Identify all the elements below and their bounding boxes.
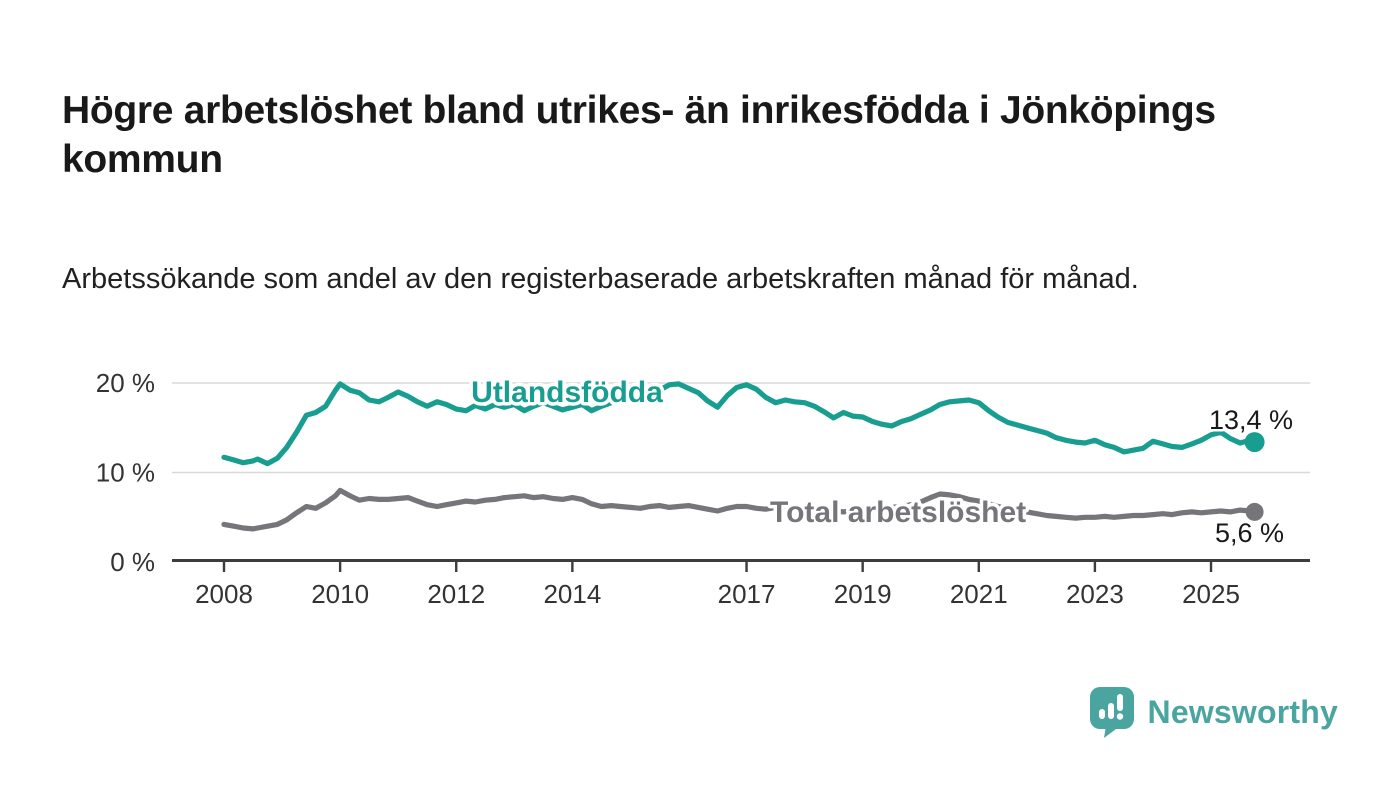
x-axis-tick-label: 2010 — [311, 579, 369, 609]
series-utlandsfodda — [221, 381, 1258, 467]
x-axis-ticks — [222, 562, 1213, 572]
brand-name: Newsworthy — [1147, 693, 1338, 730]
series-label-total-arbetsloshet: Total arbetslöshet — [770, 496, 1026, 529]
series-end-dot — [1245, 502, 1264, 521]
series-end-dots — [1244, 432, 1265, 521]
y-axis-tick-label: 0 % — [110, 547, 155, 577]
x-axis-tick-label: 2008 — [195, 579, 253, 609]
y-axis-tick-label: 20 % — [96, 368, 155, 398]
series-label-utlandsfodda: Utlandsfödda — [471, 376, 663, 409]
newsworthy-logo-icon — [1089, 687, 1134, 738]
x-axis-tick-label: 2023 — [1066, 579, 1124, 609]
x-axis-tick-label: 2019 — [834, 579, 892, 609]
y-axis-tick-label: 10 % — [96, 458, 155, 488]
series-end-dot — [1244, 432, 1265, 453]
gridlines — [172, 382, 1310, 474]
x-axis-tick-labels: 2008 2010 2012 2014 2017 2019 2021 2023 2025 — [195, 579, 1240, 609]
page-title: Högre arbetslöshet bland utrikes- än inr… — [62, 89, 1216, 182]
series-line — [221, 487, 1258, 532]
x-axis-tick-label: 2014 — [543, 579, 601, 609]
x-axis-tick-label: 2017 — [718, 579, 776, 609]
brand-footer: Newsworthy — [1088, 685, 1338, 739]
x-axis-tick-label: 2021 — [950, 579, 1008, 609]
y-axis-tick-labels: 0 % 10 % 20 % — [96, 368, 155, 577]
page-subtitle: Arbetssökande som andel av den registerb… — [62, 263, 1139, 295]
x-axis-tick-label: 2025 — [1182, 579, 1240, 609]
logo-bar-chart-glyph — [1098, 694, 1123, 720]
series-line — [221, 381, 1258, 467]
x-axis-tick-label: 2012 — [427, 579, 485, 609]
end-value-label-utlandsfodda: 13,4 % — [1209, 405, 1293, 435]
end-value-label-total: 5,6 % — [1215, 518, 1284, 548]
series-total-arbetsloshet — [221, 487, 1258, 532]
